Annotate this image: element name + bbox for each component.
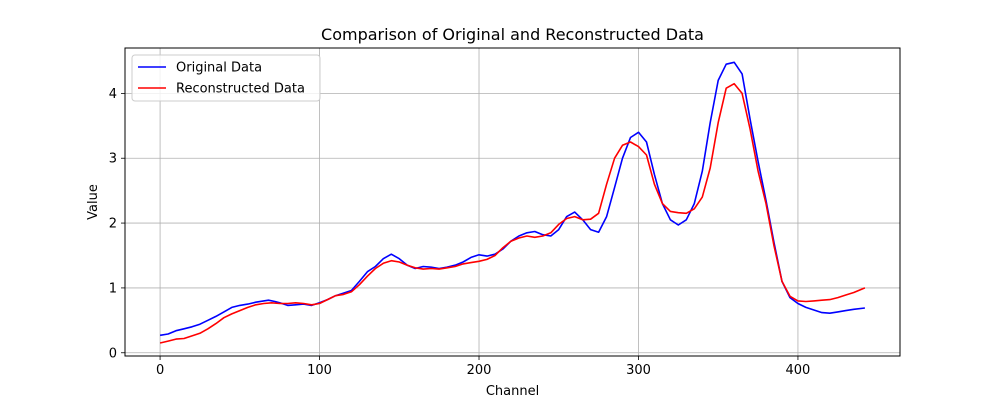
legend-label-original: Original Data (176, 61, 262, 76)
series-reconstructed-line (159, 82, 866, 344)
y-tick-label: 1 (109, 281, 117, 296)
x-tick-label: 300 (626, 363, 651, 378)
y-tick-label: 4 (109, 87, 117, 102)
legend: Original Data Reconstructed Data (131, 54, 321, 102)
y-axis-title: Value (86, 184, 101, 220)
y-tick-label: 0 (109, 346, 117, 361)
series-lines (159, 61, 866, 344)
x-axis-title: Channel (486, 384, 539, 399)
x-tick-label: 0 (156, 363, 164, 378)
legend-box (131, 54, 321, 102)
axis-ticks: 0 100 200 300 400 0 1 2 3 4 (109, 87, 811, 378)
y-tick-label: 2 (109, 217, 117, 232)
x-tick-label: 400 (786, 363, 811, 378)
x-tick-label: 200 (467, 363, 492, 378)
x-tick-label: 100 (307, 363, 332, 378)
chart-title: Comparison of Original and Reconstructed… (321, 25, 704, 44)
grid (125, 48, 900, 356)
legend-label-reconstructed: Reconstructed Data (176, 82, 305, 97)
y-tick-label: 3 (109, 152, 117, 167)
plot-frame (124, 47, 901, 357)
